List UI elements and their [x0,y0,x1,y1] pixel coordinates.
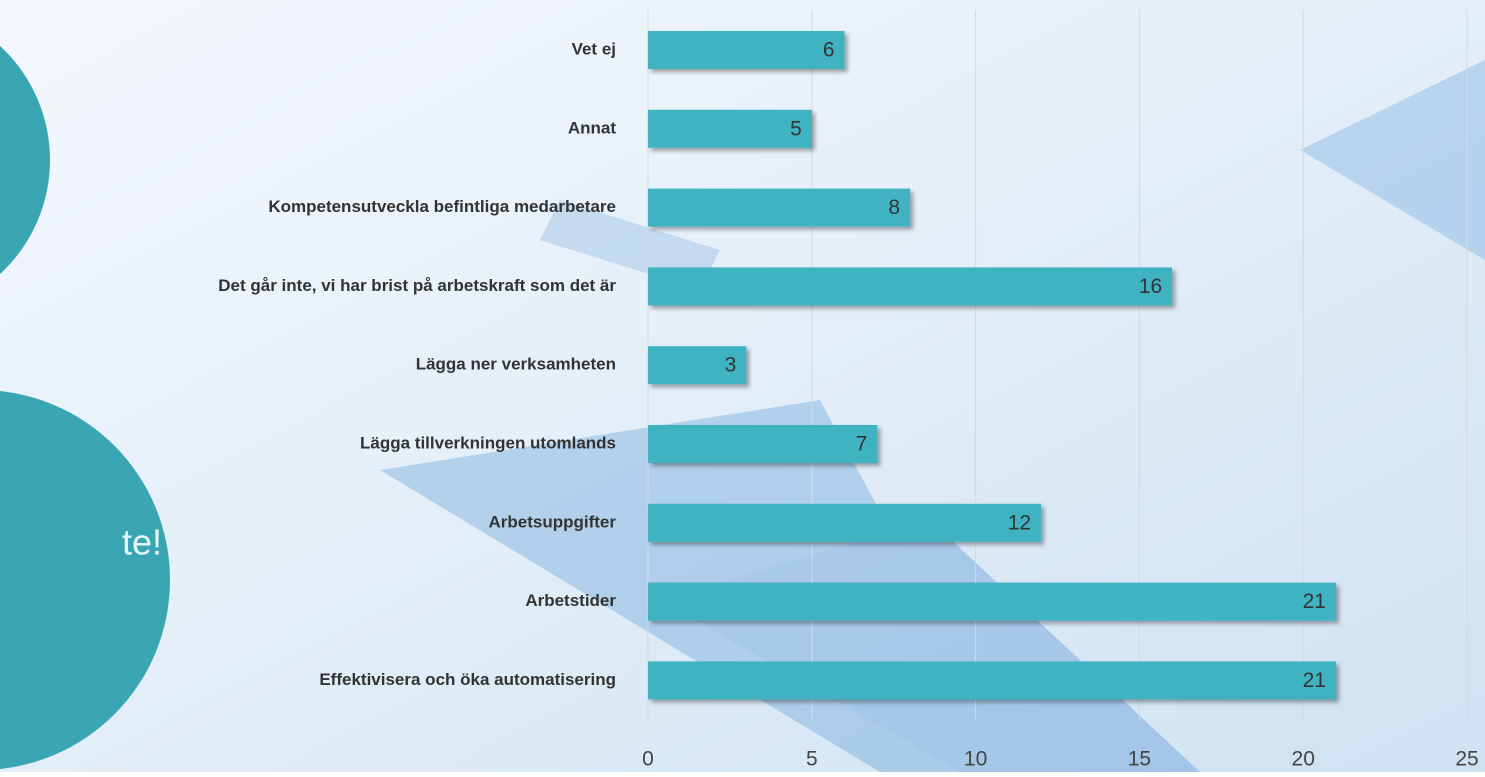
x-tick-label: 10 [964,748,987,771]
slide-text: te! [122,522,162,563]
value-label: 7 [856,433,868,456]
bar [648,661,1336,700]
x-tick-label: 5 [806,748,818,771]
y-tick-label: Arbetsuppgifter [489,512,617,531]
y-tick-label: Arbetstider [525,591,616,610]
bar [648,109,812,148]
y-tick-label: Kompetensutveckla befintliga medarbetare [268,197,616,216]
value-label: 6 [823,39,835,62]
x-tick-label: 25 [1455,748,1478,771]
x-tick-label: 0 [642,748,654,771]
value-label: 5 [790,117,802,140]
value-label: 3 [725,354,737,377]
x-tick-label: 15 [1128,748,1151,771]
y-tick-label: Lägga ner verksamheten [416,355,616,374]
bar [648,346,747,385]
value-label: 16 [1139,275,1162,298]
bar [648,188,911,227]
y-tick-label: Vet ej [572,39,616,58]
value-label: 12 [1008,511,1031,534]
bar [648,267,1173,306]
y-tick-label: Det går inte, vi har brist på arbetskraf… [218,276,616,295]
decor-circle [0,46,50,274]
y-tick-label: Annat [568,118,617,137]
bar [648,503,1042,542]
bar [648,425,878,463]
y-tick-label: Lägga tillverkningen utomlands [360,433,616,452]
value-label: 8 [888,196,900,219]
bar [648,31,845,69]
decor-circle [0,391,170,769]
bar [648,582,1336,621]
value-label: 21 [1303,590,1326,613]
y-tick-label: Effektivisera och öka automatisering [319,670,616,689]
x-tick-label: 20 [1292,748,1315,771]
value-label: 21 [1303,669,1326,692]
